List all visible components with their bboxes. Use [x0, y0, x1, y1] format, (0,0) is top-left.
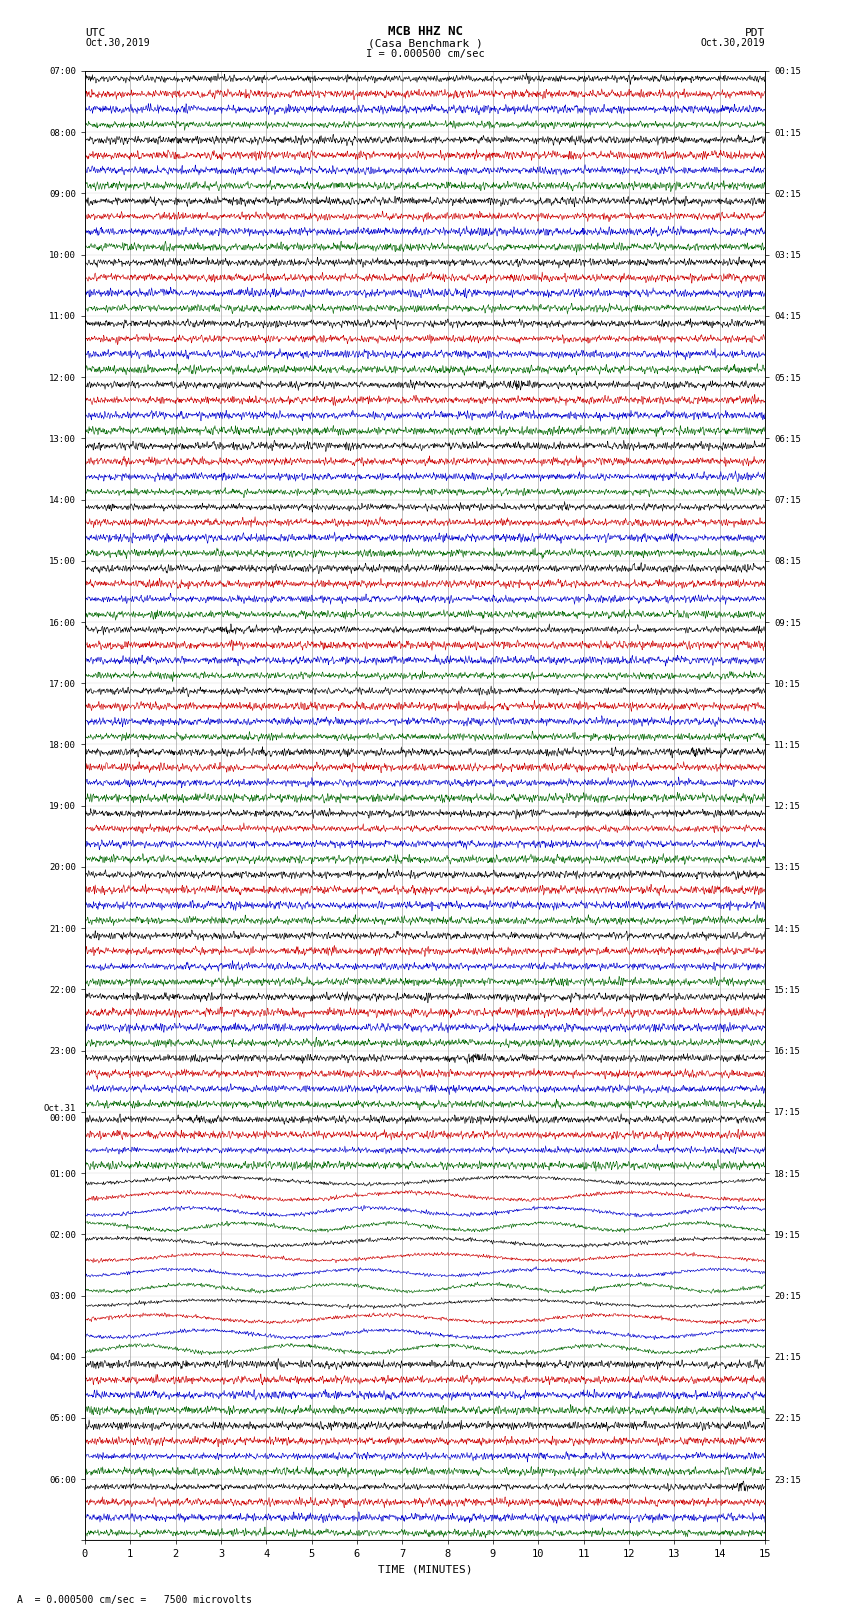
Text: Oct.30,2019: Oct.30,2019: [700, 39, 765, 48]
Text: Oct.30,2019: Oct.30,2019: [85, 39, 150, 48]
Text: (Casa Benchmark ): (Casa Benchmark ): [367, 39, 483, 48]
Text: MCB HHZ NC: MCB HHZ NC: [388, 24, 462, 37]
Text: I = 0.000500 cm/sec: I = 0.000500 cm/sec: [366, 48, 484, 58]
Text: UTC: UTC: [85, 27, 105, 37]
Text: PDT: PDT: [745, 27, 765, 37]
Text: A  = 0.000500 cm/sec =   7500 microvolts: A = 0.000500 cm/sec = 7500 microvolts: [17, 1595, 252, 1605]
X-axis label: TIME (MINUTES): TIME (MINUTES): [377, 1565, 473, 1574]
